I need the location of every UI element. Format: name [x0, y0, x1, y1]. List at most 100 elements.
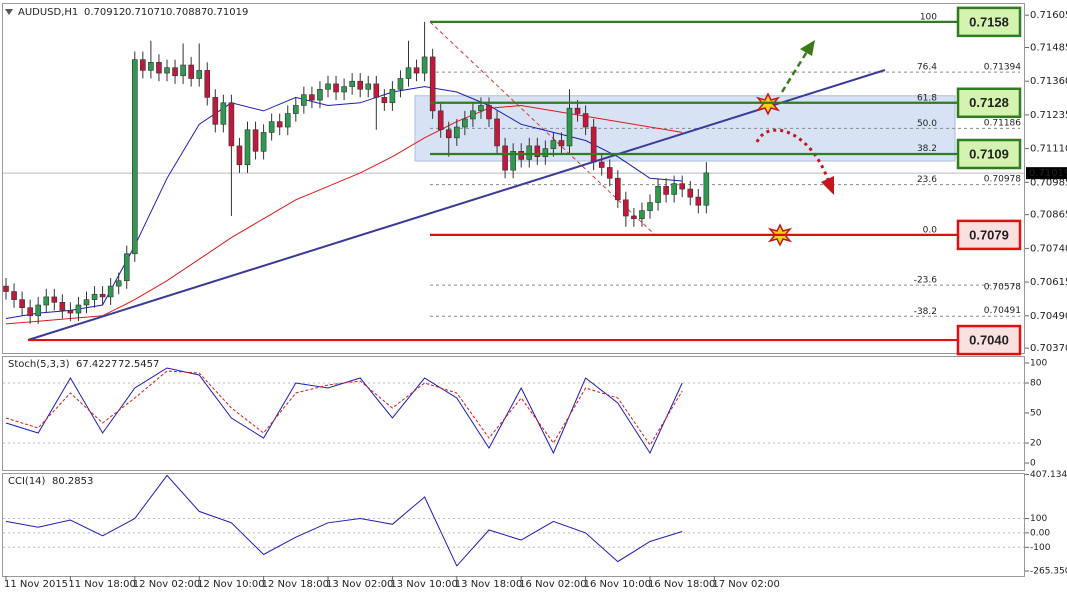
candle-body [695, 196, 702, 206]
fib-price-label: 0.70491 [984, 306, 1021, 316]
candle-body [478, 105, 484, 112]
candle-body [244, 129, 251, 166]
x-tick-label: 11 Nov 2015 [4, 579, 68, 590]
y-tick-label: -265.3505 [1030, 567, 1067, 577]
candle-body [107, 285, 114, 298]
main-frame [2, 3, 1025, 354]
candle-body [373, 83, 380, 98]
fib-ratio-label: 23.6 [917, 175, 937, 185]
y-tick-label: 0.70985 [1030, 177, 1067, 188]
x-tick-label: 11 Nov 18:00 [68, 579, 135, 590]
candle-body [671, 183, 677, 195]
ohlc-high: 0.71071 [125, 7, 166, 18]
candle-body [59, 302, 66, 311]
symbol: AUDUSD,H1 [18, 7, 78, 18]
y-tick-label: 0.70615 [1030, 277, 1067, 288]
fib-ratio-label: 100 [920, 12, 937, 22]
x-tick-label: 13 Nov 02:00 [326, 579, 393, 590]
level-label: 0.7040 [969, 332, 1009, 347]
candle-body [582, 113, 589, 128]
candle-body [494, 118, 500, 147]
y-tick-label: 100 [1030, 359, 1047, 369]
fib-ratio-label: 76.4 [917, 63, 937, 73]
candle-body [357, 80, 364, 90]
candle-body [99, 293, 106, 298]
candle-body [156, 62, 162, 74]
candle-body [123, 253, 130, 282]
candle-body [132, 59, 138, 255]
stoch-main-readout: 67.4227 [76, 359, 117, 370]
candle-body [292, 105, 299, 114]
fib-ratio-label: 38.2 [917, 144, 937, 154]
candle-body [470, 110, 476, 120]
candle-body [639, 210, 645, 220]
candle-body [453, 126, 460, 139]
candle-body [341, 86, 347, 93]
candle-body [3, 285, 9, 292]
down-arrow-head [821, 176, 834, 195]
candle-body [204, 70, 211, 98]
candle-body [228, 102, 235, 147]
candle-body [11, 291, 17, 300]
candle-body [542, 148, 549, 157]
candle-body [526, 145, 533, 160]
stoch-signal-readout: 72.5457 [118, 359, 159, 370]
candle-body [260, 132, 267, 152]
cci-title: CCI(14) [8, 476, 46, 487]
candle-body [196, 70, 202, 79]
candle-body [309, 94, 315, 101]
x-tick-label: 12 Nov 18:00 [262, 579, 329, 590]
x-tick-label: 12 Nov 02:00 [133, 579, 200, 590]
candle-body [421, 56, 428, 74]
ohlc-close: 0.71019 [207, 7, 248, 18]
candle-body [301, 94, 307, 106]
candle-body [349, 80, 355, 87]
cci-frame [2, 473, 1025, 577]
x-tick-label: 13 Nov 18:00 [455, 579, 522, 590]
y-tick-label: -100 [1030, 543, 1051, 553]
y-tick-label: 407.1346 [1030, 470, 1067, 480]
level-box [956, 6, 1022, 38]
fib-ratio-label: -38.2 [914, 307, 937, 317]
breakout-star [755, 92, 781, 116]
x-tick-label: 17 Nov 02:00 [712, 579, 779, 590]
y-tick-label: 0.71235 [1030, 110, 1067, 121]
candle-body [180, 64, 186, 77]
fib-price-label: 0.70578 [984, 283, 1021, 293]
candle-body [188, 64, 194, 79]
fib-price-label: 0.70978 [984, 175, 1021, 185]
candle-body [268, 121, 275, 133]
candle-body [445, 129, 452, 139]
fib-ratio-label: 61.8 [917, 94, 937, 104]
y-tick-label: 20 [1030, 439, 1042, 449]
candle-body [333, 83, 339, 93]
candle-body [212, 97, 219, 125]
candle-body [502, 145, 508, 171]
fib-ratio-label: 50.0 [917, 119, 937, 129]
candle-body [51, 296, 58, 303]
cci-readout: 80.2853 [52, 476, 93, 487]
level-box [956, 138, 1022, 170]
candle-body [164, 67, 170, 74]
up-arrow [780, 49, 810, 93]
candle-body [631, 215, 637, 220]
fib-price-label: 0.71186 [984, 119, 1021, 129]
ohlc-open: 0.70912 [84, 7, 125, 18]
candle-body [284, 113, 291, 128]
stoch-title: Stoch(5,3,3) [8, 359, 70, 370]
level-label: 0.7109 [969, 146, 1009, 161]
candle-body [115, 280, 122, 287]
candle-body [687, 188, 694, 198]
y-tick-label: 0.71485 [1030, 42, 1067, 53]
candle-body [140, 59, 146, 71]
candle-body [510, 151, 516, 171]
stoch-frame [2, 356, 1025, 471]
candle-body [486, 105, 492, 120]
level-label: 0.7079 [969, 227, 1009, 242]
last-price-label: 0.71019 [1029, 168, 1067, 179]
y-tick-label: 50 [1030, 409, 1042, 419]
